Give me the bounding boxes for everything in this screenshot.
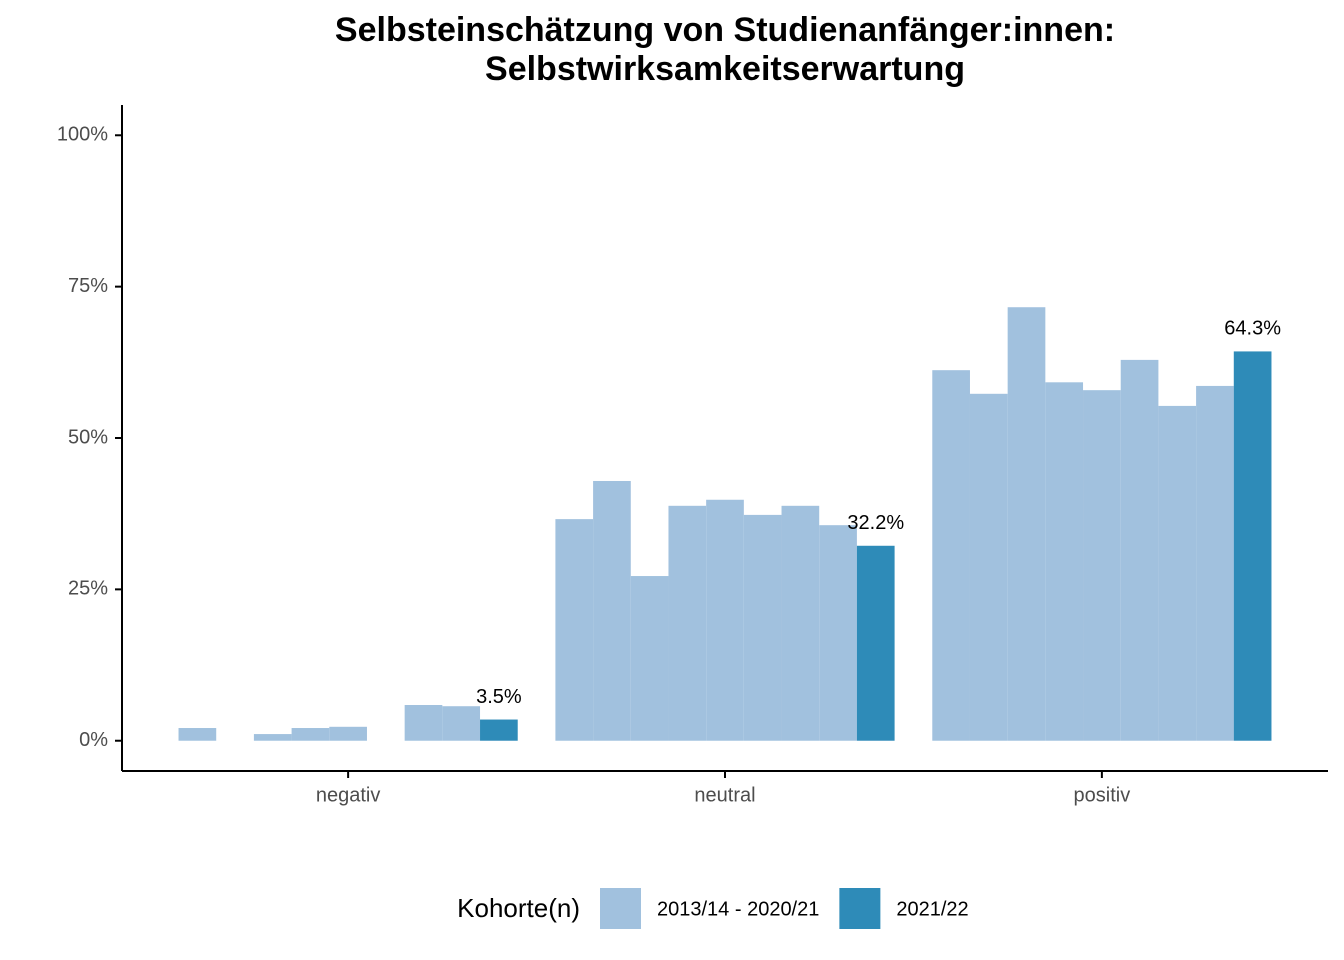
legend-swatch — [600, 888, 641, 929]
bar — [781, 505, 820, 741]
bar — [329, 726, 367, 741]
chart-title: Selbstwirksamkeitserwartung — [485, 50, 965, 88]
y-tick-label: 0% — [79, 729, 108, 751]
bar — [1045, 382, 1084, 741]
y-tick-label: 25% — [68, 578, 108, 600]
bar — [1083, 390, 1121, 741]
legend-swatch — [839, 888, 881, 929]
bar — [743, 514, 782, 741]
bar — [555, 519, 594, 741]
bar — [1233, 351, 1272, 741]
bar — [291, 728, 330, 741]
y-tick-label: 75% — [68, 275, 108, 297]
legend-title: Kohorte(n) — [457, 893, 580, 923]
bar — [404, 705, 443, 741]
legend-label: 2013/14 - 2020/21 — [657, 898, 819, 920]
bar — [593, 480, 631, 741]
bar — [178, 728, 217, 741]
bar — [932, 370, 970, 741]
value-label: 64.3% — [1224, 318, 1281, 340]
bar — [630, 576, 669, 741]
value-label: 32.2% — [847, 512, 904, 534]
y-tick-label: 100% — [57, 124, 108, 146]
bar — [1158, 405, 1197, 741]
value-label: 3.5% — [476, 686, 522, 708]
bar — [668, 505, 707, 741]
bar — [1120, 359, 1159, 741]
legend-label: 2021/22 — [896, 898, 968, 920]
x-tick-label: neutral — [694, 784, 755, 806]
x-tick-label: negativ — [316, 784, 381, 806]
bar — [1007, 307, 1046, 741]
bar — [706, 499, 744, 741]
bar — [253, 734, 292, 741]
chart-title: Selbsteinschätzung von Studienanfänger:i… — [335, 11, 1115, 49]
bar — [819, 525, 857, 741]
bar — [1196, 385, 1234, 741]
bar — [480, 719, 518, 741]
y-tick-label: 50% — [68, 426, 108, 448]
bar — [856, 545, 895, 741]
bar — [969, 393, 1008, 741]
bar — [442, 706, 481, 741]
x-tick-label: positiv — [1074, 784, 1131, 806]
